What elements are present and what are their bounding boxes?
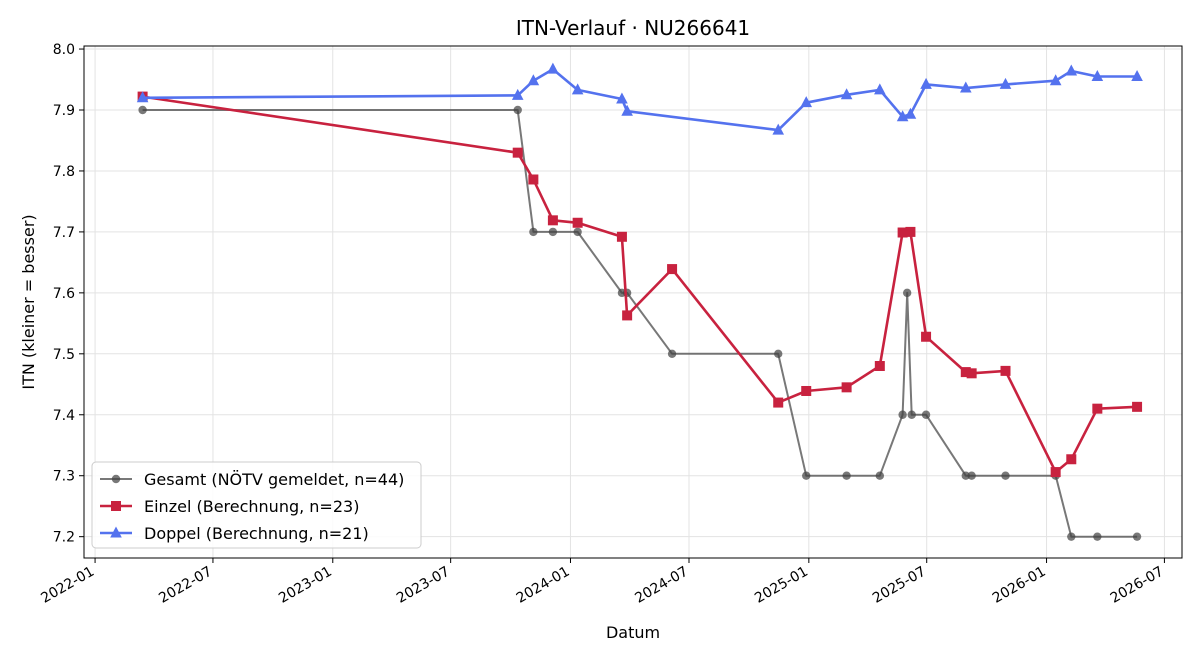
series-line-einzel: [142, 95, 1138, 474]
data-point-einzel: [921, 331, 932, 342]
data-point-gesamt: [548, 227, 558, 237]
data-point-gesamt: [898, 410, 907, 419]
chart-title: ITN-Verlauf · NU266641: [516, 16, 750, 40]
data-point-gesamt: [1093, 532, 1102, 541]
data-point-doppel: [920, 77, 932, 89]
data-point-doppel: [1091, 69, 1104, 81]
data-point-einzel: [874, 361, 885, 371]
data-point-doppel: [999, 77, 1012, 89]
data-point-gesamt: [1132, 532, 1142, 541]
y-tick-label: 7.4: [53, 408, 75, 424]
plot-frame: [83, 45, 1183, 559]
data-point-einzel: [1066, 454, 1077, 465]
data-point-gesamt: [902, 288, 912, 298]
data-point-doppel: [511, 88, 524, 100]
data-point-einzel: [622, 310, 633, 321]
data-point-einzel: [512, 147, 523, 158]
data-point-gesamt: [774, 349, 783, 359]
data-point-einzel: [960, 367, 971, 378]
legend: Gesamt (NÖTV gemeldet, n=44) Einzel (Bere…: [91, 461, 422, 549]
data-point-gesamt: [921, 410, 931, 419]
data-point-einzel: [1000, 365, 1011, 376]
data-point-gesamt: [1001, 471, 1010, 480]
data-point-doppel: [1131, 69, 1143, 81]
data-point-einzel: [667, 264, 678, 275]
series-einzel: [137, 91, 1143, 478]
legend-marker-einzel: [111, 501, 121, 511]
data-point-gesamt: [907, 410, 916, 419]
data-point-einzel: [1092, 403, 1103, 414]
data-point-gesamt: [1067, 532, 1076, 541]
data-point-gesamt: [138, 105, 147, 115]
data-point-doppel: [959, 81, 972, 93]
y-tick-label: 7.2: [53, 530, 75, 546]
data-point-doppel: [904, 107, 917, 119]
data-point-doppel: [547, 62, 559, 74]
data-point-doppel: [527, 74, 540, 86]
data-point-einzel: [528, 174, 539, 185]
data-point-doppel: [840, 88, 853, 100]
data-point-einzel: [616, 231, 627, 242]
data-point-doppel: [616, 92, 628, 104]
series-gesamt: [138, 105, 1142, 541]
data-point-einzel: [572, 217, 583, 228]
y-tick-label: 7.6: [53, 286, 75, 302]
data-point-doppel: [874, 83, 886, 95]
data-point-einzel: [1050, 467, 1061, 478]
series-doppel: [136, 62, 1143, 135]
data-point-doppel: [1049, 74, 1062, 86]
data-point-gesamt: [961, 471, 970, 480]
data-point-doppel: [571, 83, 584, 95]
y-tick-label: 7.8: [53, 164, 75, 180]
legend-label-doppel: Doppel (Berechnung, n=21): [144, 524, 369, 543]
data-point-doppel: [1065, 64, 1078, 76]
y-tick-label: 7.3: [53, 469, 75, 485]
data-point-gesamt: [573, 227, 582, 237]
data-point-doppel: [772, 123, 785, 135]
data-point-gesamt: [667, 349, 677, 359]
data-point-doppel: [800, 96, 813, 108]
data-point-einzel: [905, 226, 916, 237]
legend-label-einzel: Einzel (Berechnung, n=23): [144, 497, 359, 516]
data-point-gesamt: [802, 471, 811, 480]
x-axis-title: Datum: [606, 623, 660, 642]
y-axis-title: ITN (kleiner = besser): [19, 214, 38, 389]
legend-label-gesamt: Gesamt (NÖTV gemeldet, n=44): [144, 470, 404, 489]
legend-box: [91, 461, 422, 549]
data-point-gesamt: [875, 471, 885, 480]
series-layer: [136, 62, 1143, 541]
legend-marker-doppel: [110, 526, 122, 538]
data-point-einzel: [841, 382, 852, 393]
y-tick-label: 7.5: [53, 347, 75, 363]
legend-marker-gesamt: [111, 474, 121, 484]
data-point-gesamt: [842, 471, 851, 480]
data-point-einzel: [897, 227, 908, 238]
data-point-einzel: [773, 397, 784, 408]
data-point-gesamt: [967, 471, 976, 480]
y-tick-label: 7.9: [53, 103, 75, 119]
data-point-einzel: [966, 368, 977, 379]
data-point-doppel: [621, 104, 633, 116]
data-point-doppel: [136, 91, 149, 103]
data-point-gesamt: [529, 227, 538, 237]
data-point-einzel: [801, 385, 812, 396]
data-point-einzel: [1132, 401, 1143, 412]
data-point-einzel: [547, 215, 558, 226]
y-tick-label: 7.7: [53, 225, 75, 241]
y-tick-label: 8.0: [53, 42, 75, 58]
data-point-gesamt: [513, 105, 522, 115]
